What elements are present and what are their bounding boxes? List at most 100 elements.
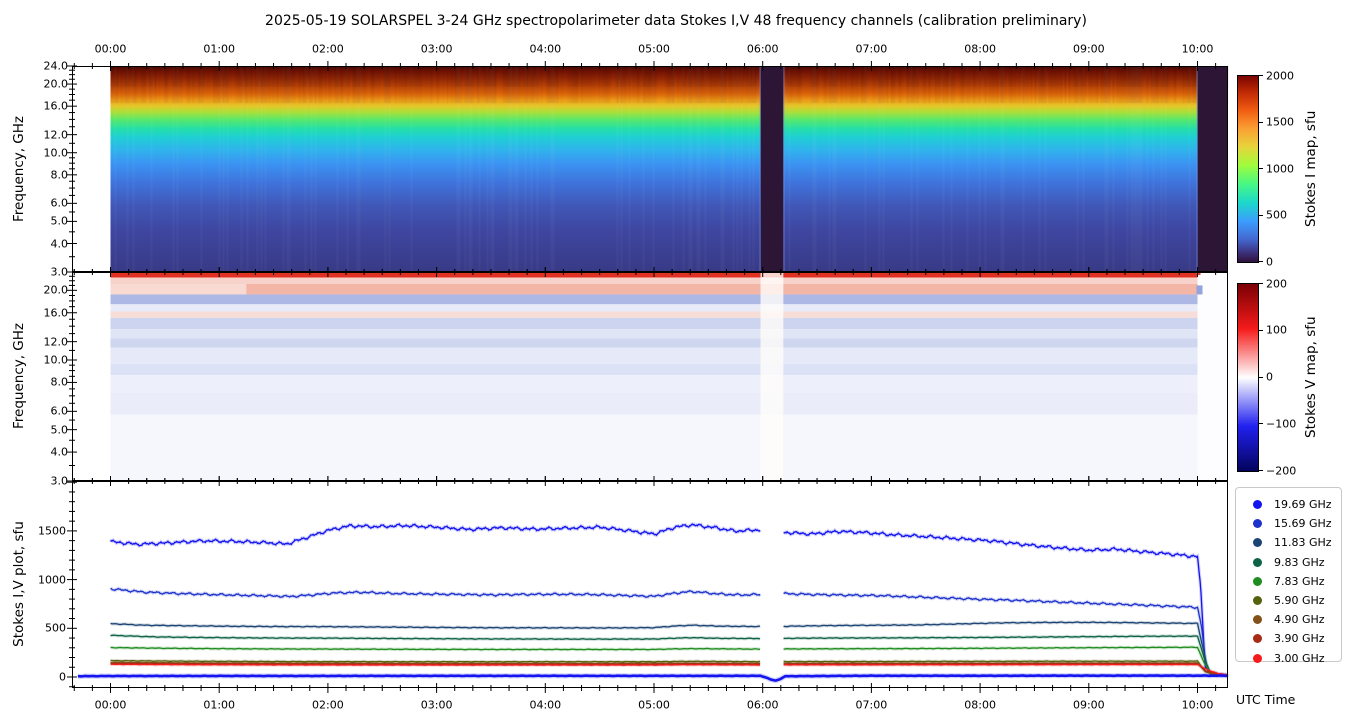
stokes-i-colorbar-label: Stokes I map, sfu bbox=[1303, 110, 1319, 228]
freq-tick-label-top: 8.0 bbox=[50, 168, 69, 182]
colorbar-tick bbox=[1259, 168, 1263, 169]
colorbar-tick-label: 100 bbox=[1266, 323, 1287, 337]
colorbar-tick bbox=[1259, 75, 1263, 76]
time-tick-label-bottom: 07:00 bbox=[855, 698, 888, 712]
legend-item: 4.90 GHz bbox=[1236, 610, 1341, 629]
legend-marker-icon bbox=[1253, 500, 1262, 510]
legend: 19.69 GHz 15.69 GHz 11.83 GHz 9.83 GHz 7.83 … bbox=[1235, 487, 1342, 665]
stokes-v-colorbar bbox=[1237, 283, 1259, 472]
colorbar-tick-label: 500 bbox=[1266, 208, 1287, 222]
time-tick-label-bottom: 00:00 bbox=[94, 698, 127, 712]
legend-item: 5.90 GHz bbox=[1236, 591, 1341, 610]
flux-tick-label: 1000 bbox=[38, 573, 66, 587]
colorbar-tick bbox=[1259, 329, 1263, 331]
legend-label: 11.83 GHz bbox=[1274, 536, 1332, 550]
time-tick-label-top: 09:00 bbox=[1072, 42, 1105, 56]
freq-tick-label-mid: 12.0 bbox=[43, 335, 69, 349]
time-tick-label-top: 06:00 bbox=[746, 42, 779, 56]
time-tick-label-bottom: 09:00 bbox=[1072, 698, 1105, 712]
time-tick-label-top: 04:00 bbox=[529, 42, 562, 56]
freq-tick-label-top: 12.0 bbox=[43, 128, 69, 142]
time-tick-label-bottom: 05:00 bbox=[638, 698, 670, 712]
freq-tick-label-top: 6.0 bbox=[50, 196, 69, 210]
time-tick-label-top: 07:00 bbox=[855, 42, 888, 56]
stokes-v-colorbar-label: Stokes V map, sfu bbox=[1303, 316, 1319, 439]
legend-item: 11.83 GHz bbox=[1236, 533, 1341, 552]
colorbar-tick bbox=[1259, 470, 1263, 471]
flux-tick-label: 1500 bbox=[38, 524, 66, 538]
legend-label: 3.90 GHz bbox=[1274, 632, 1325, 646]
colorbar-tick-label: −100 bbox=[1266, 417, 1297, 431]
freq-axis-title-top: Frequency, GHz bbox=[11, 115, 27, 223]
time-tick-label-bottom: 08:00 bbox=[964, 698, 996, 712]
time-tick-label-top: 02:00 bbox=[312, 42, 344, 56]
time-tick-label-top: 05:00 bbox=[638, 42, 670, 56]
colorbar-tick bbox=[1259, 214, 1263, 216]
colorbar-tick bbox=[1259, 121, 1263, 123]
freq-tick-label-top: 3.0 bbox=[50, 265, 69, 279]
time-tick-label-bottom: 03:00 bbox=[420, 698, 453, 712]
legend-label: 4.90 GHz bbox=[1274, 613, 1325, 627]
figure-title: 2025-05-19 SOLARSPEL 3-24 GHz spectropol… bbox=[265, 13, 1087, 29]
colorbar-tick-label: 0 bbox=[1266, 255, 1273, 268]
time-tick-label-top: 10:00 bbox=[1181, 42, 1214, 56]
colorbar-tick-label: 0 bbox=[1266, 370, 1273, 384]
freq-tick-label-mid: 5.0 bbox=[50, 423, 69, 437]
legend-label: 5.90 GHz bbox=[1274, 594, 1325, 608]
time-tick-label-top: 00:00 bbox=[94, 42, 127, 56]
flux-axis-title: Stokes I,V plot, sfu bbox=[11, 521, 27, 647]
colorbar-tick bbox=[1259, 423, 1263, 425]
legend-item: 7.83 GHz bbox=[1236, 572, 1341, 591]
colorbar-tick-label: 200 bbox=[1266, 277, 1287, 290]
colorbar-tick-label: 1000 bbox=[1266, 162, 1294, 175]
legend-marker-icon bbox=[1253, 596, 1262, 606]
legend-item: 3.90 GHz bbox=[1236, 629, 1341, 648]
colorbar-tick bbox=[1259, 283, 1263, 284]
freq-axis-title-mid: Frequency, GHz bbox=[11, 322, 27, 430]
legend-marker-icon bbox=[1253, 634, 1262, 644]
flux-tick-label: 500 bbox=[45, 621, 66, 635]
legend-marker-icon bbox=[1253, 615, 1262, 625]
stokes-v-map-canvas bbox=[65, 265, 1235, 488]
freq-tick-label-top: 16.0 bbox=[43, 99, 69, 113]
time-tick-label-top: 01:00 bbox=[203, 42, 236, 56]
legend-label: 19.69 GHz bbox=[1274, 498, 1332, 512]
legend-marker-icon bbox=[1253, 538, 1262, 548]
colorbar-tick-label: −200 bbox=[1266, 464, 1297, 477]
freq-tick-label-mid: 4.0 bbox=[50, 445, 69, 459]
legend-item: 9.83 GHz bbox=[1236, 553, 1341, 572]
colorbar-tick bbox=[1259, 261, 1263, 262]
freq-tick-label-top: 24.0 bbox=[43, 59, 69, 73]
freq-tick-label-mid: 3.0 bbox=[50, 474, 69, 488]
legend-marker-icon bbox=[1253, 653, 1262, 663]
legend-label: 9.83 GHz bbox=[1274, 555, 1325, 569]
freq-tick-label-top: 10.0 bbox=[43, 146, 69, 160]
freq-tick-label-top: 5.0 bbox=[50, 214, 69, 228]
colorbar-tick bbox=[1259, 376, 1263, 378]
time-tick-label-bottom: 10:00 bbox=[1181, 698, 1214, 712]
utc-time-label: UTC Time bbox=[1236, 692, 1296, 707]
legend-label: 7.83 GHz bbox=[1274, 574, 1325, 588]
freq-tick-label-mid: 6.0 bbox=[50, 404, 69, 418]
time-tick-label-bottom: 04:00 bbox=[529, 698, 562, 712]
time-tick-label-top: 08:00 bbox=[964, 42, 996, 56]
freq-tick-label-top: 20.0 bbox=[43, 77, 69, 91]
flux-tick-label: 0 bbox=[59, 670, 66, 684]
stokes-i-map-canvas bbox=[65, 59, 1235, 279]
colorbar-tick-label: 1500 bbox=[1266, 115, 1294, 129]
freq-tick-label-top: 4.0 bbox=[50, 237, 69, 250]
legend-item: 15.69 GHz bbox=[1236, 514, 1341, 533]
colorbar-tick-label: 2000 bbox=[1266, 69, 1294, 82]
legend-label: 3.00 GHz bbox=[1274, 651, 1325, 665]
legend-item: 3.00 GHz bbox=[1236, 649, 1341, 668]
freq-tick-label-mid: 20.0 bbox=[43, 283, 69, 297]
freq-tick-label-mid: 16.0 bbox=[43, 306, 69, 320]
stokes-iv-lineplot-canvas bbox=[65, 474, 1235, 695]
time-tick-label-top: 03:00 bbox=[420, 42, 453, 56]
freq-tick-label-mid: 8.0 bbox=[50, 375, 69, 389]
time-tick-label-bottom: 02:00 bbox=[312, 698, 344, 712]
time-tick-label-bottom: 01:00 bbox=[203, 698, 236, 712]
freq-tick-label-mid: 10.0 bbox=[43, 353, 69, 367]
legend-marker-icon bbox=[1253, 576, 1262, 586]
